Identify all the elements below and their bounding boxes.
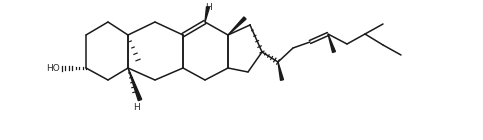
Polygon shape	[328, 34, 335, 52]
Polygon shape	[278, 62, 284, 80]
Text: H: H	[205, 3, 212, 12]
Text: H: H	[133, 103, 140, 113]
Polygon shape	[228, 17, 246, 35]
Polygon shape	[128, 68, 142, 101]
Polygon shape	[205, 7, 210, 22]
Text: HO: HO	[46, 64, 60, 73]
